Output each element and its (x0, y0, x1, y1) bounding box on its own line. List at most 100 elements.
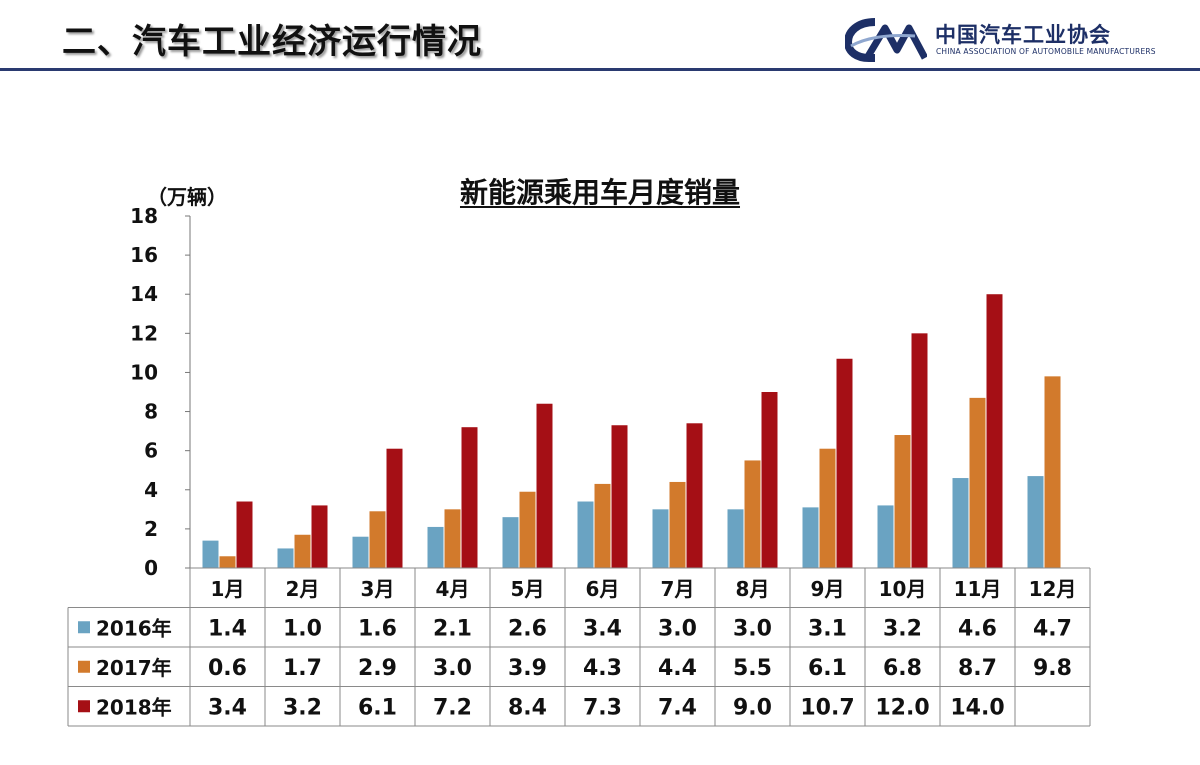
data-cell: 3.0 (733, 616, 772, 641)
bar-2016年-11月 (952, 478, 969, 568)
bar-2018年-1月 (236, 501, 253, 568)
bar-2017年-3月 (369, 511, 386, 568)
data-cell: 1.4 (208, 616, 247, 641)
bar-2018年-7月 (686, 423, 703, 568)
bar-2018年-5月 (536, 403, 553, 568)
data-cell: 6.8 (883, 656, 922, 681)
bar-2017年-12月 (1044, 376, 1061, 568)
data-cell: 10.7 (800, 695, 854, 720)
data-cell: 3.9 (508, 656, 547, 681)
data-cell: 9.8 (1033, 656, 1072, 681)
data-cell: 7.2 (433, 695, 472, 720)
bar-2016年-8月 (727, 509, 744, 568)
bar-2016年-6月 (577, 501, 594, 568)
bar-2018年-4月 (461, 427, 478, 568)
logo-chinese-name: 中国汽车工业协会 (935, 23, 1111, 47)
category-label: 7月 (661, 577, 695, 601)
category-label: 8月 (736, 577, 770, 601)
category-label: 11月 (954, 577, 1002, 601)
bar-2017年-2月 (294, 534, 311, 568)
bar-2016年-9月 (802, 507, 819, 568)
data-cell: 2.1 (433, 616, 472, 641)
logo-english-name: CHINA ASSOCIATION OF AUTOMOBILE MANUFACT… (936, 47, 1156, 56)
y-tick-label: 14 (130, 282, 158, 306)
cam-logo-icon (845, 18, 927, 62)
bar-2017年-4月 (444, 509, 461, 568)
category-label: 1月 (211, 577, 245, 601)
data-cell: 3.4 (583, 616, 622, 641)
data-cell: 1.0 (283, 616, 322, 641)
data-cell: 4.6 (958, 616, 997, 641)
bar-2017年-11月 (969, 397, 986, 568)
y-tick-label: 6 (144, 439, 158, 463)
bar-2016年-2月 (277, 548, 294, 568)
data-cell: 3.1 (808, 616, 847, 641)
data-cell: 2.9 (358, 656, 397, 681)
bar-2017年-9月 (819, 448, 836, 568)
category-label: 4月 (436, 577, 470, 601)
bar-2018年-9月 (836, 358, 853, 568)
association-logo: 中国汽车工业协会 CHINA ASSOCIATION OF AUTOMOBILE… (845, 16, 1175, 62)
legend-label: 2016年 (96, 616, 172, 640)
bar-2016年-3月 (352, 536, 369, 568)
bar-2016年-1月 (202, 540, 219, 568)
data-cell: 3.2 (883, 616, 922, 641)
data-cell: 1.6 (358, 616, 397, 641)
legend-label: 2017年 (96, 656, 172, 680)
data-cell: 5.5 (733, 656, 772, 681)
category-label: 12月 (1029, 577, 1077, 601)
bar-2018年-6月 (611, 425, 628, 568)
bar-2017年-6月 (594, 483, 611, 568)
legend-key-2018年 (78, 700, 90, 713)
data-cell: 4.4 (658, 656, 697, 681)
bar-2018年-2月 (311, 505, 328, 568)
category-label: 2月 (286, 577, 320, 601)
bar-2016年-4月 (427, 526, 444, 568)
category-label: 6月 (586, 577, 620, 601)
data-cell: 8.7 (958, 656, 997, 681)
legend-key-2016年 (78, 621, 90, 634)
data-cell: 9.0 (733, 695, 772, 720)
bar-2017年-1月 (219, 556, 236, 568)
y-tick-label: 0 (144, 556, 158, 580)
data-cell: 8.4 (508, 695, 547, 720)
data-cell: 7.4 (658, 695, 697, 720)
legend-key-2017年 (78, 660, 90, 673)
data-cell: 3.0 (658, 616, 697, 641)
bar-2017年-7月 (669, 481, 686, 568)
category-label: 9月 (811, 577, 845, 601)
data-cell: 3.0 (433, 656, 472, 681)
bar-2018年-10月 (911, 333, 928, 568)
data-cell: 4.7 (1033, 616, 1072, 641)
y-tick-label: 8 (144, 400, 158, 424)
category-label: 3月 (361, 577, 395, 601)
y-tick-label: 4 (144, 478, 158, 502)
chart-title: 新能源乘用车月度销量 (460, 176, 740, 209)
data-cell: 7.3 (583, 695, 622, 720)
page-header: 二、汽车工业经济运行情况 中国汽车工业协会 CHINA ASSOCIATION … (0, 0, 1200, 71)
header-divider (0, 68, 1200, 71)
category-label: 10月 (879, 577, 927, 601)
y-tick-label: 16 (130, 243, 158, 267)
page-title: 二、汽车工业经济运行情况 (62, 22, 482, 62)
y-tick-label: 18 (130, 204, 158, 228)
bar-2018年-3月 (386, 448, 403, 568)
y-axis-unit-label: （万辆） (147, 185, 227, 209)
bar-2016年-12月 (1027, 476, 1044, 568)
bar-2018年-11月 (986, 294, 1003, 568)
data-cell: 2.6 (508, 616, 547, 641)
data-cell: 14.0 (950, 695, 1004, 720)
data-cell: 1.7 (283, 656, 322, 681)
bar-2016年-5月 (502, 517, 519, 568)
bar-2018年-8月 (761, 392, 778, 568)
bar-2016年-7月 (652, 509, 669, 568)
bar-2016年-10月 (877, 505, 894, 568)
y-tick-label: 10 (130, 360, 158, 384)
bar-2017年-8月 (744, 460, 761, 568)
data-cell: 3.4 (208, 695, 247, 720)
data-cell: 12.0 (875, 695, 929, 720)
category-label: 5月 (511, 577, 545, 601)
bar-2017年-10月 (894, 435, 911, 568)
data-cell: 0.6 (208, 656, 247, 681)
